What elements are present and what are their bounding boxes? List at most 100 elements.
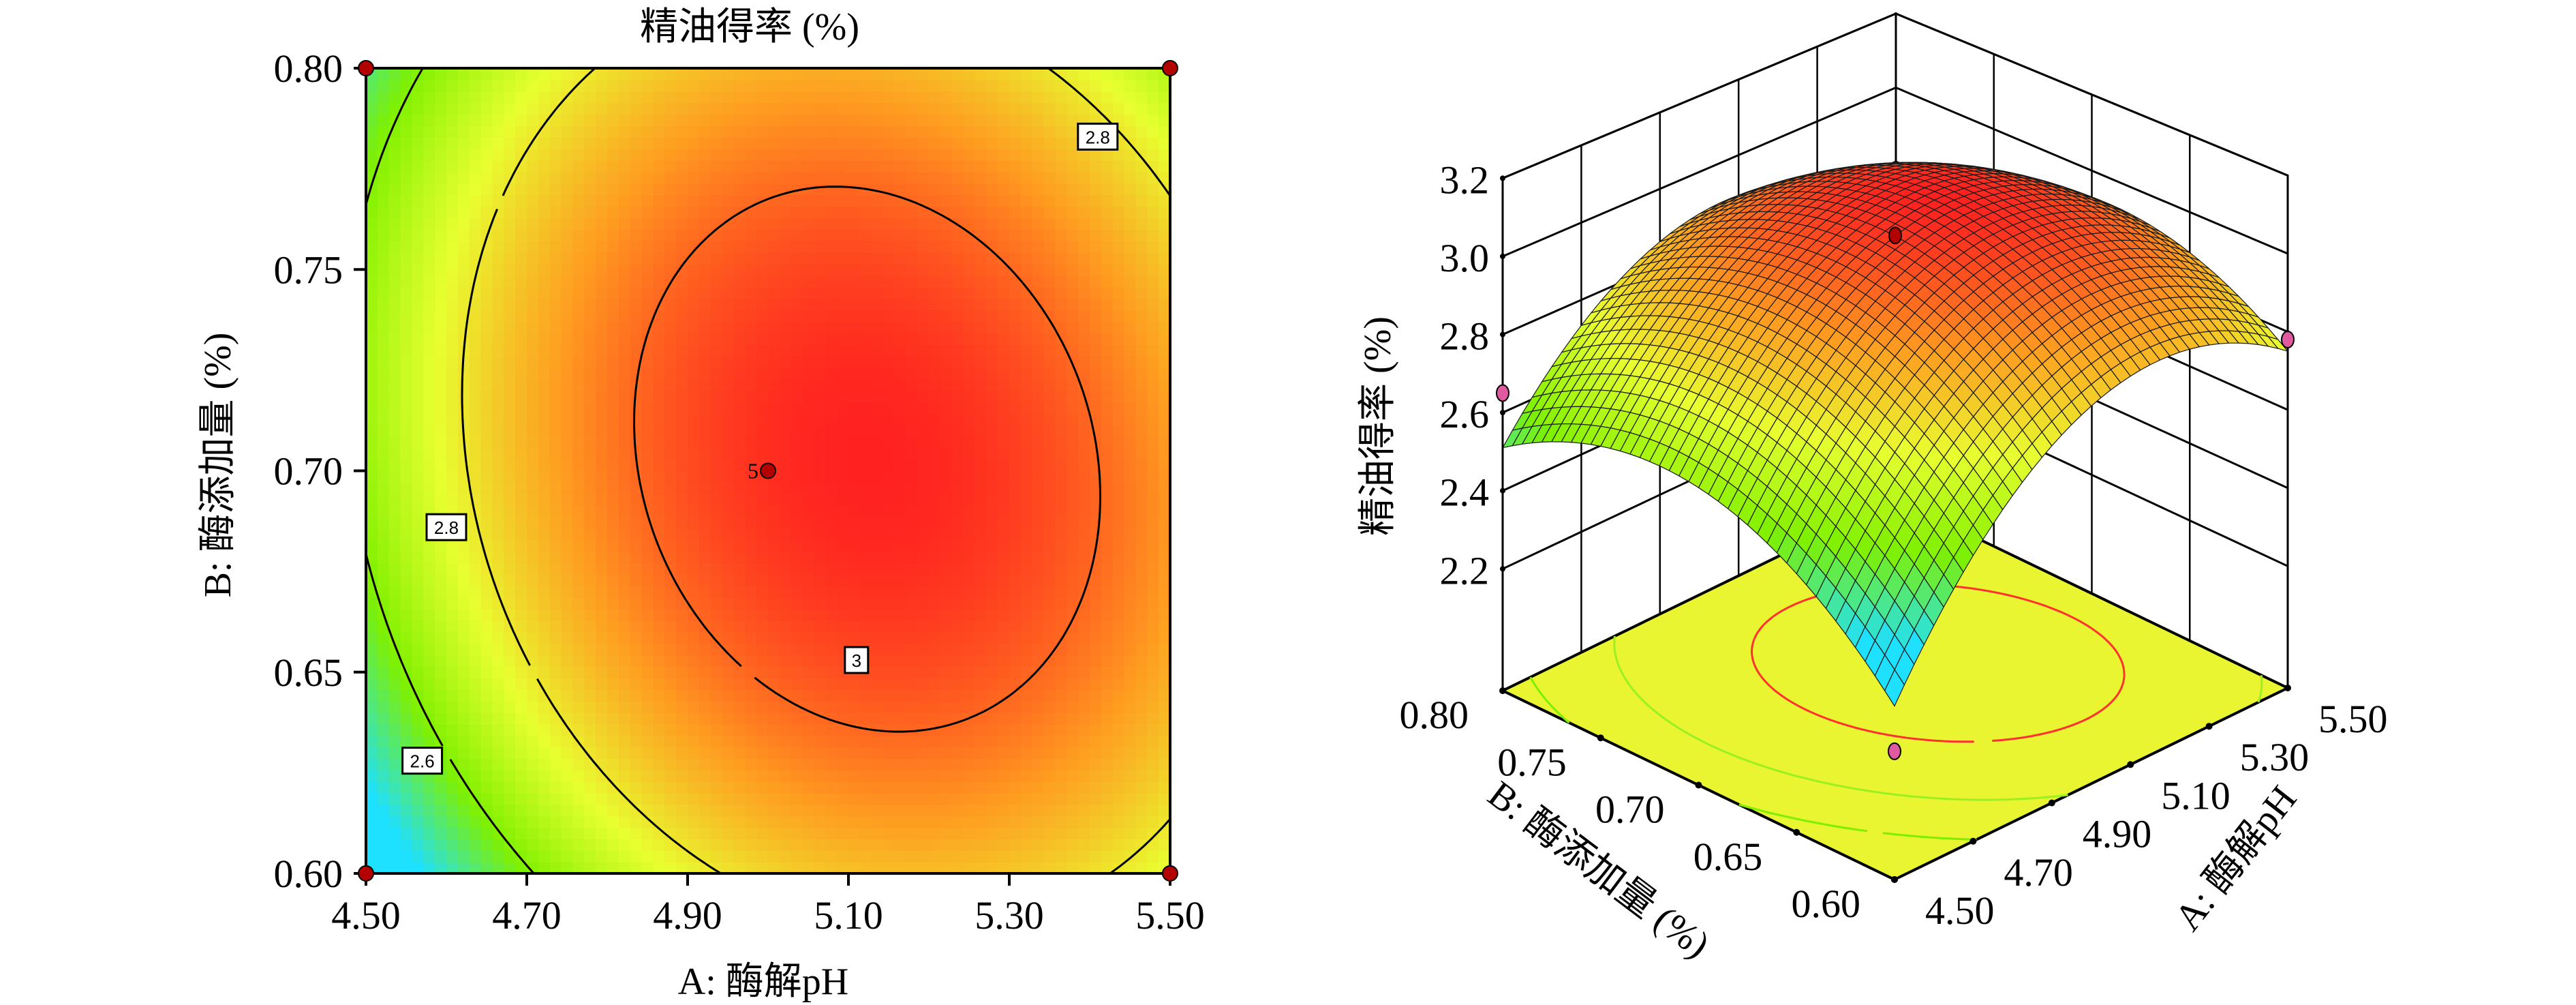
heatmap-cell [1159, 125, 1171, 138]
heatmap-cell [1032, 79, 1045, 92]
heatmap-cell [710, 631, 723, 644]
heatmap-cell [388, 792, 401, 805]
heatmap-cell [998, 333, 1010, 345]
heatmap-cell [435, 79, 447, 92]
heatmap-cell [1090, 344, 1102, 357]
heatmap-cell [400, 781, 413, 794]
heatmap-cell [917, 815, 930, 828]
heatmap-cell [1101, 666, 1114, 678]
heatmap-cell [940, 137, 953, 149]
heatmap-cell [538, 310, 551, 322]
heatmap-cell [963, 586, 976, 598]
heatmap-cell [515, 275, 527, 288]
heatmap-cell [906, 298, 918, 311]
heatmap-cell [1067, 678, 1079, 690]
heatmap-cell [883, 586, 895, 598]
heatmap-cell [802, 597, 815, 610]
heatmap-cell [871, 459, 884, 472]
heatmap-cell [688, 263, 700, 276]
heatmap-cell [480, 781, 493, 794]
heatmap-cell [906, 263, 918, 276]
heatmap-cell [515, 149, 527, 161]
heatmap-cell [527, 160, 539, 172]
heatmap-cell [1112, 597, 1125, 610]
heatmap-cell [446, 620, 459, 633]
heatmap-cell [1020, 378, 1033, 391]
heatmap-cell [549, 643, 562, 656]
heatmap-cell [998, 528, 1010, 541]
heatmap-cell [825, 862, 838, 874]
heatmap-cell [986, 597, 998, 610]
heatmap-cell [366, 770, 378, 782]
heatmap-cell [859, 344, 872, 357]
heatmap-cell [699, 286, 711, 299]
heatmap-cell [814, 505, 827, 518]
heatmap-cell [779, 413, 792, 425]
heatmap-cell [584, 770, 596, 782]
heatmap-cell [366, 517, 378, 529]
heatmap-cell [1043, 551, 1056, 564]
heatmap-cell [1159, 597, 1171, 610]
heatmap-cell [435, 631, 447, 644]
heatmap-cell [572, 562, 585, 575]
heatmap-cell [710, 827, 723, 840]
heatmap-cell [653, 390, 666, 403]
heatmap-cell [871, 815, 884, 828]
heatmap-cell [630, 770, 643, 782]
heatmap-cell [848, 447, 861, 460]
heatmap-cell [940, 839, 953, 852]
heatmap-cell [1090, 689, 1102, 702]
heatmap-cell [848, 827, 861, 840]
heatmap-cell [492, 551, 505, 564]
heatmap-cell [940, 539, 953, 552]
heatmap-cell [768, 655, 780, 668]
heatmap-cell [469, 160, 482, 172]
heatmap-cell [906, 678, 918, 690]
heatmap-cell [779, 275, 792, 288]
heatmap-cell [791, 436, 803, 449]
heatmap-cell [435, 723, 447, 736]
heatmap-cell [929, 747, 941, 760]
heatmap-cell [400, 137, 413, 149]
heatmap-cell [618, 620, 631, 633]
heatmap-cell [1124, 378, 1137, 391]
heatmap-cell [492, 482, 505, 495]
heatmap-cell [653, 321, 666, 333]
heatmap-cell [1101, 539, 1114, 552]
heatmap-cell [412, 539, 425, 552]
heatmap-cell [412, 643, 425, 656]
heatmap-cell [1020, 735, 1033, 748]
heatmap-cell [412, 666, 425, 678]
heatmap-cell [561, 286, 574, 299]
heatmap-cell [1020, 643, 1033, 656]
heatmap-cell [848, 252, 861, 265]
heatmap-cell [492, 425, 505, 437]
heatmap-cell [676, 620, 688, 633]
heatmap-cell [1078, 333, 1090, 345]
heatmap-cell [423, 850, 435, 862]
heatmap-cell [1101, 367, 1114, 380]
heatmap-cell [1032, 792, 1045, 805]
heatmap-cell [1020, 862, 1033, 874]
heatmap-cell [1112, 459, 1125, 472]
heatmap-cell [940, 263, 953, 276]
heatmap-cell [791, 862, 803, 874]
heatmap-cell [825, 482, 838, 495]
heatmap-cell [515, 378, 527, 391]
heatmap-cell [653, 275, 666, 288]
heatmap-cell [963, 286, 976, 299]
heatmap-cell [538, 102, 551, 115]
heatmap-cell [929, 574, 941, 586]
heatmap-cell [457, 609, 470, 621]
heatmap-cell [906, 781, 918, 794]
heatmap-cell [1055, 700, 1068, 713]
heatmap-cell [469, 700, 482, 713]
heatmap-cell [848, 171, 861, 184]
heatmap-cell [940, 666, 953, 678]
heatmap-cell [377, 459, 390, 472]
heatmap-cell [388, 815, 401, 828]
heatmap-cell [814, 413, 827, 425]
heatmap-cell [1055, 229, 1068, 241]
heatmap-cell [963, 609, 976, 621]
heatmap-cell [710, 378, 723, 391]
